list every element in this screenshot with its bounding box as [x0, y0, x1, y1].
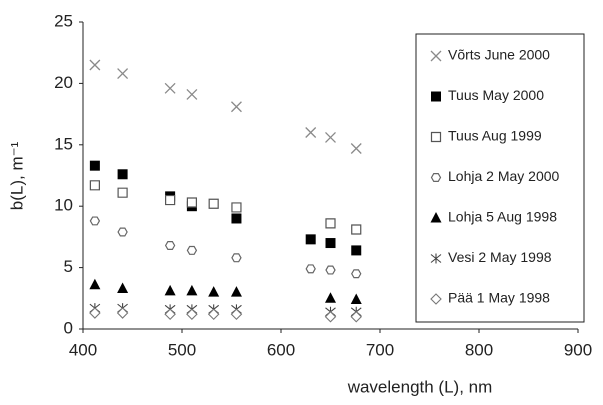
data-point — [305, 234, 316, 245]
data-point — [325, 238, 336, 249]
legend-box — [415, 33, 585, 323]
data-point — [164, 82, 176, 94]
x-tick-label: 400 — [69, 340, 97, 359]
data-point — [117, 68, 129, 80]
data-point — [116, 307, 129, 319]
data-point — [208, 286, 220, 297]
data-point — [231, 253, 242, 263]
y-axis-label: b(L), m⁻¹ — [7, 141, 26, 210]
data-point — [186, 245, 198, 255]
legend-marker — [430, 131, 442, 143]
legend-label: Lohja 2 May 2000 — [448, 168, 560, 184]
data-point — [325, 131, 336, 143]
data-point — [230, 101, 242, 113]
data-point — [186, 88, 198, 100]
data-point — [164, 240, 176, 250]
data-point — [89, 216, 101, 226]
data-point — [117, 227, 128, 237]
data-point — [117, 282, 129, 293]
data-point — [231, 202, 242, 213]
data-point — [230, 308, 243, 321]
x-tick-label: 700 — [366, 340, 394, 359]
data-point — [350, 310, 363, 323]
data-point — [350, 293, 362, 305]
data-point — [89, 278, 101, 290]
data-point — [89, 59, 101, 71]
data-point — [186, 308, 198, 321]
y-tick-label: 15 — [54, 134, 73, 153]
data-point — [305, 264, 316, 274]
y-tick-label: 20 — [54, 73, 73, 92]
x-tick-label: 900 — [564, 340, 592, 359]
data-point — [164, 308, 176, 321]
data-point — [350, 143, 362, 154]
y-tick-label: 25 — [54, 11, 73, 30]
legend-marker — [430, 293, 442, 305]
data-point — [231, 213, 242, 224]
data-point — [186, 197, 197, 208]
legend-label: Võrts June 2000 — [448, 47, 550, 63]
data-point — [351, 269, 362, 279]
data-point — [305, 127, 317, 138]
data-point — [230, 286, 242, 297]
legend-marker — [431, 91, 441, 102]
data-point — [325, 218, 336, 229]
data-point — [324, 310, 337, 323]
x-tick-label: 600 — [267, 340, 295, 359]
data-point — [164, 284, 176, 296]
legend-marker — [430, 50, 442, 62]
data-point — [89, 307, 101, 319]
data-point — [351, 224, 362, 235]
data-point — [89, 160, 100, 171]
y-tick-label: 5 — [64, 257, 73, 276]
y-tick-label: 0 — [64, 318, 73, 337]
data-point — [186, 284, 198, 296]
x-axis-label: wavelength (L), nm — [347, 377, 493, 396]
data-point — [89, 180, 100, 191]
legend-marker — [430, 253, 442, 264]
data-point — [165, 194, 176, 206]
data-point — [117, 169, 128, 180]
y-tick-label: 10 — [54, 196, 73, 215]
legend-label: Lohja 5 Aug 1998 — [448, 209, 557, 225]
x-tick-label: 500 — [168, 340, 196, 359]
legend-label: Vesi 2 May 1998 — [448, 249, 552, 265]
x-tick-label: 800 — [465, 340, 493, 359]
data-point — [325, 265, 336, 275]
legend-label: Tuus Aug 1999 — [448, 128, 542, 144]
legend-marker — [430, 173, 442, 182]
legend-marker — [430, 212, 442, 223]
data-point — [207, 308, 220, 321]
data-point — [208, 198, 219, 209]
data-point — [351, 245, 362, 256]
data-point — [325, 292, 336, 303]
data-point — [117, 187, 128, 198]
legend-label: Tuus May 2000 — [448, 87, 544, 103]
legend-label: Pää 1 May 1998 — [448, 290, 550, 306]
